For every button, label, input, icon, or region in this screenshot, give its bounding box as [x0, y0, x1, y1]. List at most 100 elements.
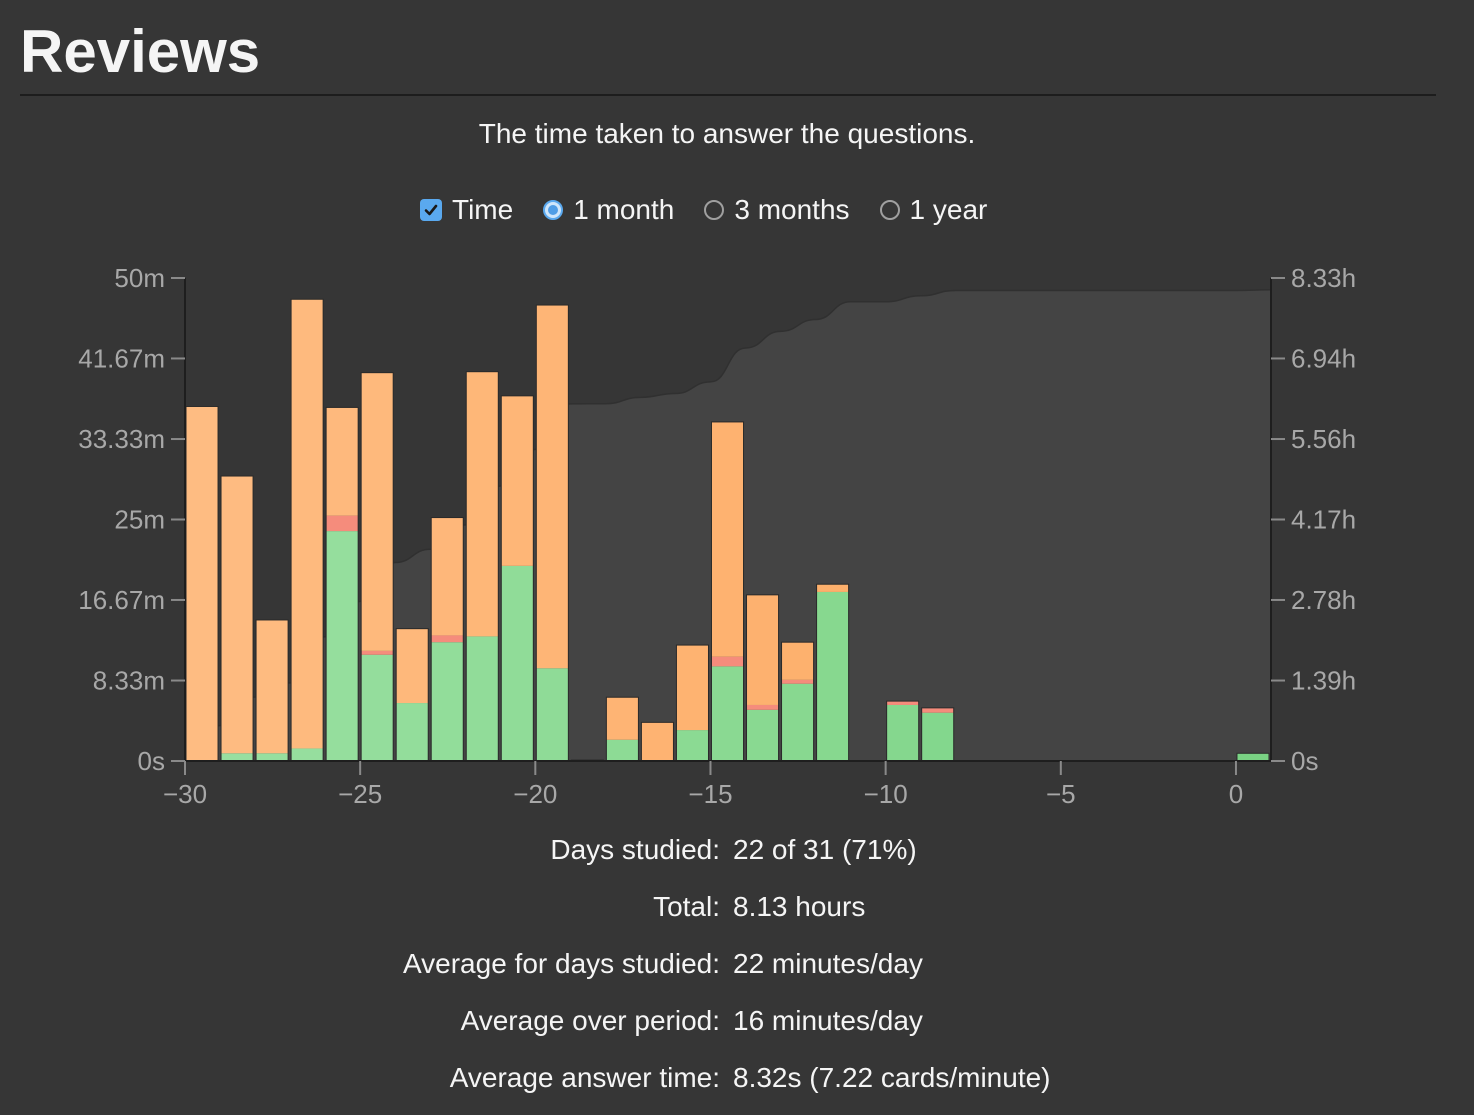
page-title: Reviews: [20, 18, 261, 85]
y-tick-label-left: 25m: [114, 505, 165, 535]
stat-value: 22 minutes/day: [733, 948, 923, 979]
title-divider: [20, 94, 1436, 96]
y-tick-label-left: 16.67m: [78, 585, 165, 615]
x-tick-label: 0: [1229, 779, 1243, 809]
bar-orange: [221, 476, 254, 754]
range-option-label: 1 year: [909, 194, 988, 225]
review-time-chart: 0s 8.33m 16.67m 25m 33.33m 41.67m 50m 0s 1.39h 2.…: [78, 263, 1356, 809]
bar-green: [466, 636, 499, 761]
radio-unselected-icon[interactable]: [879, 200, 900, 220]
y-tick-label-right: 0s: [1291, 746, 1318, 776]
range-option-label: 1 month: [573, 194, 675, 225]
radio-unselected-icon[interactable]: [704, 200, 725, 220]
y-tick-label-right: 6.94h: [1291, 343, 1356, 373]
bar-green: [816, 591, 849, 761]
stat-row: Average over period: 16 minutes/day: [0, 1001, 1474, 1058]
bar-red: [781, 679, 814, 684]
bar-green: [256, 753, 289, 761]
stats-table: Days studied: 22 of 31 (71%) Total: 8.13…: [0, 830, 1474, 1115]
bar-green: [711, 666, 744, 761]
bar-orange: [326, 407, 359, 516]
bar-green: [326, 531, 359, 761]
stat-value: 16 minutes/day: [733, 1005, 923, 1036]
stat-label: Average answer time:: [449, 1062, 720, 1093]
bar-orange: [746, 594, 779, 705]
range-option-1-month[interactable]: 1 month: [543, 194, 674, 226]
bar-red: [711, 656, 744, 667]
bar-green: [676, 730, 709, 761]
stat-row: Total: 8.13 hours: [0, 887, 1474, 944]
x-tick-label: −10: [864, 779, 908, 809]
bar-orange: [256, 619, 289, 754]
time-toggle-label: Time: [452, 194, 514, 225]
bar-green: [396, 703, 429, 761]
bar-orange: [501, 395, 534, 566]
y-tick-label-right: 1.39h: [1291, 666, 1356, 696]
bar-orange: [781, 642, 814, 680]
bar-green: [746, 709, 779, 761]
stat-value: 22 of 31 (71%): [733, 834, 917, 865]
x-tick-label: −30: [163, 779, 207, 809]
stat-value: 8.32s (7.22 cards/minute): [733, 1062, 1051, 1093]
range-controls: Time 1 month 3 months 1 year: [420, 190, 1017, 230]
y-tick-label-left: 41.67m: [78, 343, 165, 373]
bar-orange: [291, 299, 324, 749]
stat-row: Average answer time: 8.32s (7.22 cards/m…: [0, 1058, 1474, 1115]
bar-green: [606, 739, 639, 761]
y-tick-label-left: 33.33m: [78, 424, 165, 454]
range-option-label: 3 months: [734, 194, 850, 225]
stat-row: Days studied: 22 of 31 (71%): [0, 830, 1474, 887]
range-option-3-months[interactable]: 3 months: [704, 194, 850, 226]
bar-orange: [361, 372, 394, 651]
x-tick-label: −5: [1046, 779, 1076, 809]
bar-green: [221, 753, 254, 761]
stat-row: Average for days studied: 22 minutes/day: [0, 944, 1474, 1001]
y-tick-label-right: 5.56h: [1291, 424, 1356, 454]
radio-selected-icon[interactable]: [543, 200, 564, 220]
y-tick-label-left: 8.33m: [93, 666, 165, 696]
bar-red: [361, 650, 394, 655]
bar-red: [326, 515, 359, 532]
bar-red: [746, 704, 779, 710]
bar-orange: [641, 722, 674, 761]
bar-orange: [711, 421, 744, 657]
bar-orange: [816, 584, 849, 592]
stat-label: Total:: [653, 891, 720, 922]
bar-orange: [431, 517, 464, 636]
y-tick-label-right: 8.33h: [1291, 263, 1356, 293]
cumulative-line: [184, 288, 1272, 762]
y-tick-label-left: 0s: [138, 746, 165, 776]
stat-label: Days studied:: [550, 834, 720, 865]
bar-green: [781, 683, 814, 761]
bar-green: [536, 668, 569, 761]
y-tick-label-left: 50m: [114, 263, 165, 293]
range-option-1-year[interactable]: 1 year: [879, 194, 988, 226]
bar-green: [501, 565, 534, 761]
bar-orange: [466, 371, 499, 637]
bar-red: [431, 635, 464, 643]
bar-green: [1236, 753, 1269, 761]
bar-red: [921, 707, 954, 713]
bar-orange: [536, 305, 569, 669]
bar-green: [921, 712, 954, 761]
stat-value: 8.13 hours: [733, 891, 866, 922]
x-tick-label: −20: [513, 779, 557, 809]
y-tick-label-right: 2.78h: [1291, 585, 1356, 615]
checkbox-checked-icon[interactable]: [420, 199, 442, 221]
bar-orange: [676, 645, 709, 731]
time-toggle[interactable]: Time: [420, 194, 513, 226]
y-tick-label-right: 4.17h: [1291, 505, 1356, 535]
bar-green: [886, 704, 919, 761]
bar-green: [431, 642, 464, 761]
bar-green: [361, 654, 394, 761]
bar-green: [291, 748, 324, 761]
bar-orange: [606, 697, 639, 740]
chart-subtitle: The time taken to answer the questions.: [478, 118, 976, 149]
bar-red: [886, 701, 919, 705]
bar-orange: [396, 628, 429, 704]
x-tick-label: −25: [338, 779, 382, 809]
stat-label: Average for days studied:: [402, 948, 720, 979]
x-tick-label: −15: [688, 779, 732, 809]
bar-orange: [186, 406, 219, 761]
stat-label: Average over period:: [460, 1005, 720, 1036]
